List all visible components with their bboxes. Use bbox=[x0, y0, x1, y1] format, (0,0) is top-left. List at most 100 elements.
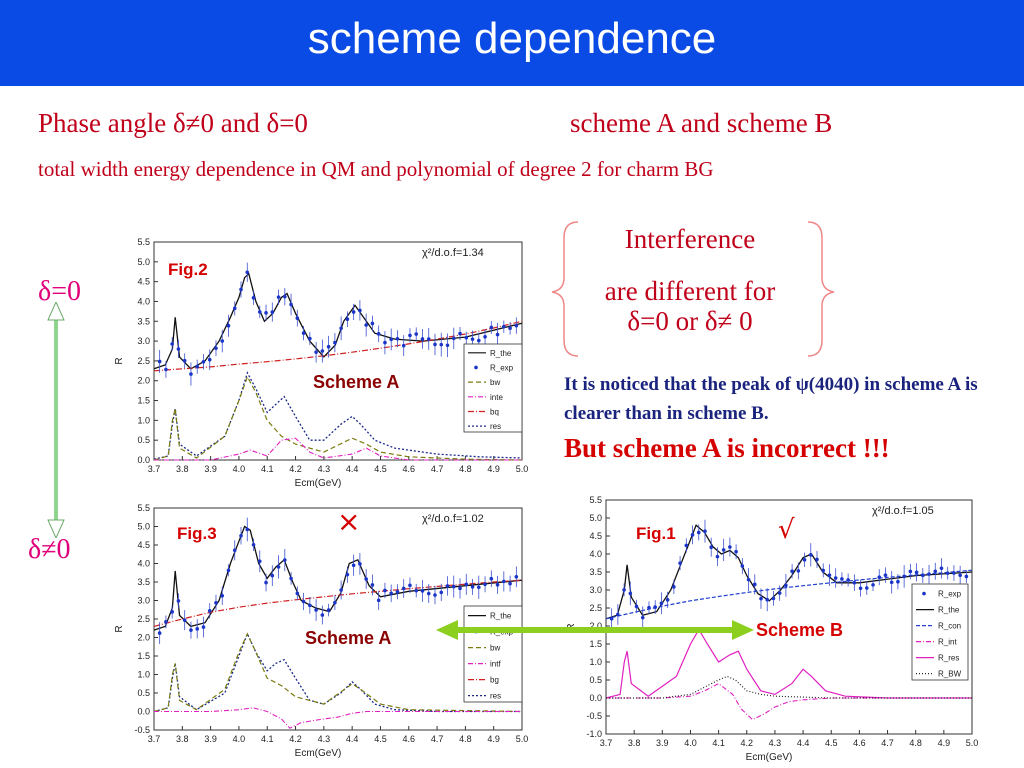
data-point bbox=[451, 336, 456, 341]
data-point bbox=[514, 575, 519, 579]
x-tick-label: 4.8 bbox=[909, 738, 922, 748]
data-point bbox=[858, 586, 863, 591]
x-tick-label: 4.8 bbox=[459, 734, 472, 744]
data-point bbox=[395, 589, 400, 594]
data-point bbox=[426, 337, 431, 341]
x-tick-label: 5.0 bbox=[966, 738, 979, 748]
data-point bbox=[257, 559, 262, 564]
data-point bbox=[470, 337, 475, 341]
data-point bbox=[201, 359, 206, 364]
data-point bbox=[439, 590, 444, 595]
legend-entry: R_BW bbox=[938, 670, 962, 679]
data-point bbox=[715, 554, 720, 559]
data-point bbox=[376, 332, 381, 336]
y-tick-label: 0.0 bbox=[589, 693, 602, 703]
data-point bbox=[827, 573, 832, 578]
check-mark: √ bbox=[778, 515, 795, 545]
y-tick-label: -0.5 bbox=[134, 725, 150, 735]
legend-box bbox=[911, 583, 969, 681]
legend-box bbox=[463, 343, 523, 433]
fig2-label: Fig.2 bbox=[168, 260, 208, 279]
data-point bbox=[458, 586, 462, 591]
data-point bbox=[420, 589, 425, 593]
y-tick-label: 2.0 bbox=[589, 621, 602, 631]
x-tick-label: 4.7 bbox=[431, 734, 444, 744]
data-point bbox=[276, 295, 281, 299]
legend-entry: intf bbox=[490, 660, 501, 669]
series-r-int bbox=[606, 682, 972, 721]
subtitle-phase-angle: Phase angle δ≠0 and δ=0 bbox=[38, 108, 308, 138]
data-point bbox=[220, 339, 225, 343]
legend-entry: res bbox=[490, 422, 501, 431]
data-point bbox=[889, 580, 894, 585]
data-point bbox=[640, 615, 645, 620]
data-point bbox=[489, 576, 494, 581]
data-point bbox=[628, 591, 633, 596]
data-point bbox=[182, 358, 187, 363]
data-point bbox=[370, 321, 375, 326]
data-point bbox=[257, 310, 262, 314]
data-point bbox=[958, 573, 962, 578]
data-point bbox=[170, 342, 174, 346]
fig2-svg: 0.0 0.5 1.0 1.5 2.0 2.5 3.0 3.5 4.0 4.5 5.0 5.5 3.7 3… bbox=[114, 237, 528, 489]
legend-entry: res bbox=[490, 692, 501, 701]
y-tick-label: 5.5 bbox=[589, 495, 602, 505]
data-point bbox=[883, 573, 888, 577]
data-point bbox=[176, 347, 181, 351]
x-tick-label: 4.6 bbox=[403, 464, 416, 474]
data-point bbox=[326, 608, 331, 612]
y-tick-label: 1.5 bbox=[137, 396, 150, 406]
data-point bbox=[364, 577, 368, 581]
data-point bbox=[289, 576, 293, 581]
data-point bbox=[420, 337, 425, 341]
y-tick-label: 5.0 bbox=[137, 522, 150, 532]
data-point bbox=[945, 571, 950, 575]
y-tick-label: 4.5 bbox=[589, 531, 602, 541]
data-point bbox=[433, 593, 437, 597]
y-tick-label: 3.0 bbox=[137, 596, 150, 606]
subtitle-schemes: scheme A and scheme B bbox=[570, 108, 833, 138]
data-point bbox=[777, 591, 782, 595]
y-tick-label: 1.5 bbox=[137, 651, 150, 661]
plot-fig1: -1.0 -0.5 0.0 0.5 1.0 1.5 2.0 2.5 3.0 3.5 4.0 4.5 5.… bbox=[562, 492, 986, 768]
x-tick-label: 5.0 bbox=[516, 734, 529, 744]
data-point bbox=[232, 548, 237, 553]
x-tick-label: 4.1 bbox=[712, 738, 725, 748]
x-tick-label: 4.9 bbox=[938, 738, 951, 748]
data-point bbox=[489, 325, 494, 330]
data-point bbox=[721, 548, 726, 552]
data-point bbox=[408, 583, 412, 588]
legend-entry: R_exp bbox=[490, 363, 514, 372]
data-point bbox=[226, 323, 231, 328]
chi2-label: χ²/d.o.f=1.05 bbox=[872, 505, 934, 517]
data-point bbox=[358, 562, 362, 566]
x-tick-label: 4.5 bbox=[374, 734, 387, 744]
data-point bbox=[326, 344, 331, 349]
data-point bbox=[245, 270, 250, 275]
x-tick-label: 4.6 bbox=[403, 734, 416, 744]
data-point bbox=[157, 631, 162, 635]
data-point bbox=[195, 627, 200, 631]
data-point bbox=[408, 333, 412, 338]
page-title: scheme dependence bbox=[307, 14, 717, 63]
legend-entry: R_the bbox=[938, 606, 960, 615]
data-point bbox=[846, 578, 850, 582]
data-point bbox=[351, 310, 356, 314]
data-point bbox=[690, 533, 695, 537]
data-point bbox=[214, 601, 218, 605]
series-r-res bbox=[605, 628, 972, 699]
data-point bbox=[176, 599, 181, 603]
y-tick-label: 0.5 bbox=[137, 435, 150, 445]
data-point bbox=[495, 332, 500, 337]
data-point bbox=[445, 584, 450, 588]
x-tick-label: 4.2 bbox=[289, 734, 302, 744]
data-point bbox=[189, 628, 193, 632]
legend-swatch bbox=[922, 591, 926, 596]
x-tick-label: 4.4 bbox=[797, 738, 810, 748]
fig2-scheme-label: Scheme A bbox=[313, 372, 400, 392]
data-point bbox=[451, 584, 456, 589]
delta-nonzero-label: δ≠0 bbox=[28, 534, 71, 565]
chi2-label: χ²/d.o.f=1.34 bbox=[422, 247, 484, 259]
data-point bbox=[458, 331, 462, 336]
data-point bbox=[622, 588, 626, 592]
